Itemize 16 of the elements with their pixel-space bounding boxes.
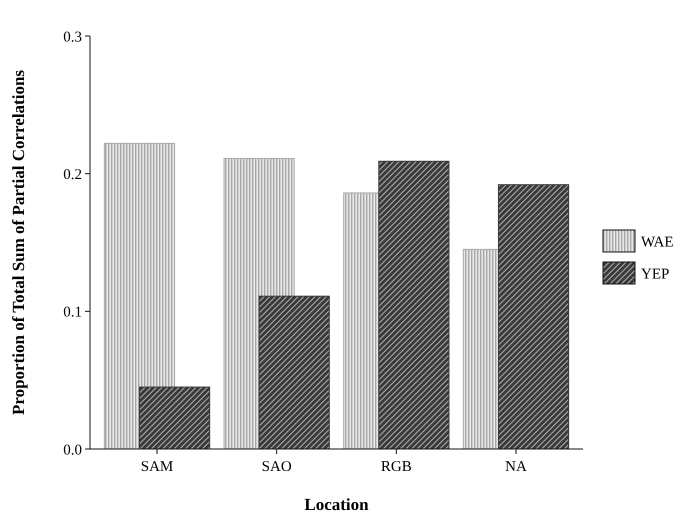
- x-tick-label: SAM: [140, 459, 174, 475]
- x-axis-title: Location: [304, 495, 370, 514]
- y-tick-label: 0.3: [63, 29, 82, 46]
- y-tick-label: 0.2: [63, 166, 82, 183]
- y-tick-label: 0.0: [63, 442, 82, 458]
- y-axis-title: Proportion of Total Sum of Partial Correlations: [9, 70, 28, 416]
- bar: [378, 160, 450, 450]
- x-tick-label: NA: [505, 459, 527, 475]
- legend-label: YEP: [641, 266, 670, 282]
- y-tick-label: 0.1: [63, 304, 82, 321]
- bar: [498, 184, 570, 450]
- x-tick-label: RGB: [380, 459, 412, 475]
- legend-label: WAE: [641, 234, 674, 250]
- x-tick-label: SAO: [262, 459, 292, 475]
- bar: [138, 386, 210, 450]
- bar: [258, 296, 330, 450]
